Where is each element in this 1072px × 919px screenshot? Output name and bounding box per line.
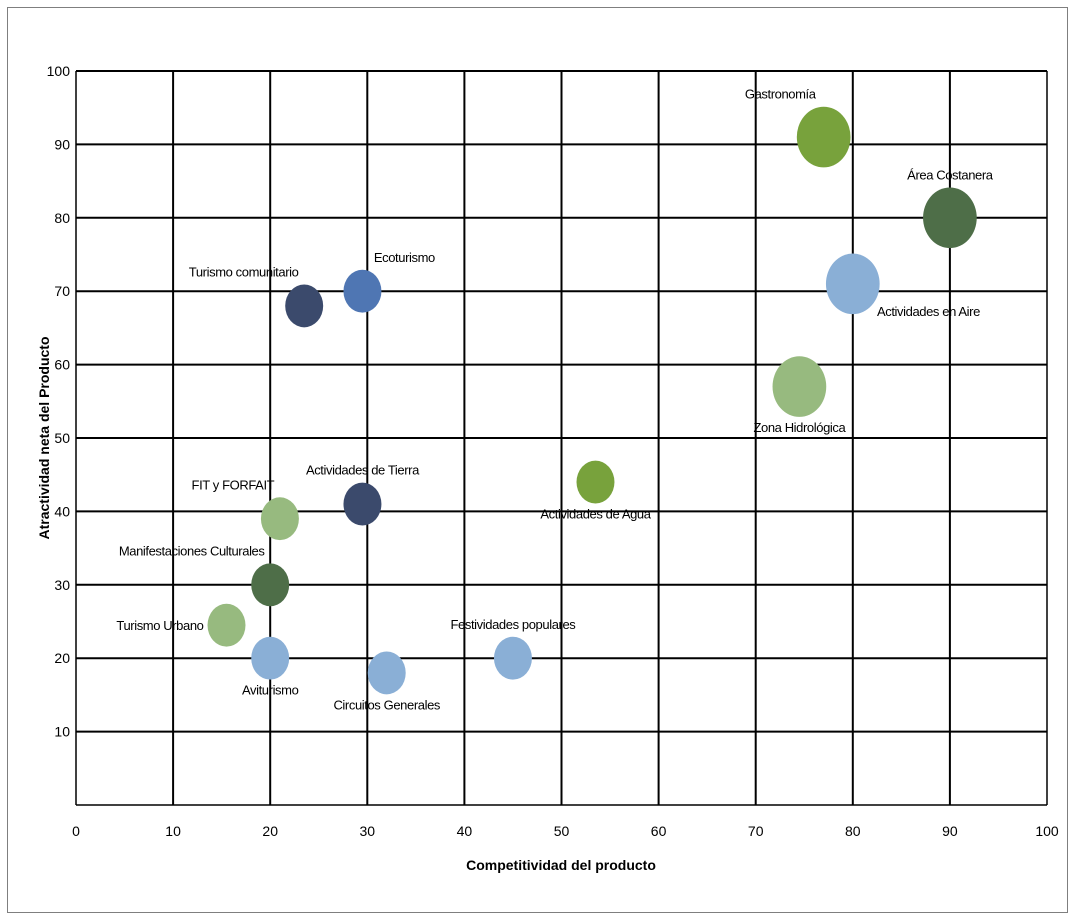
bubble-label: Ecoturismo bbox=[374, 250, 435, 265]
y-tick-label: 20 bbox=[54, 650, 70, 666]
x-tick-label: 10 bbox=[165, 823, 181, 839]
bubble-label: Festividades populares bbox=[451, 617, 577, 632]
bubble-label: Turismo comunitario bbox=[189, 264, 299, 279]
bubble-label: Aviturismo bbox=[242, 683, 299, 698]
bubble bbox=[260, 497, 299, 541]
bubble-label: Área Costanera bbox=[907, 167, 994, 182]
bubble-label: FIT y FORFAIT bbox=[192, 477, 275, 492]
x-tick-label: 60 bbox=[651, 823, 667, 839]
y-tick-label: 60 bbox=[54, 357, 70, 373]
y-axis-title: Atractividad neta del Producto bbox=[36, 336, 52, 539]
y-tick-labels: 10 20 30 40 50 60 70 80 90 100 bbox=[47, 63, 71, 740]
x-tick-label: 90 bbox=[942, 823, 958, 839]
x-tick-label: 100 bbox=[1035, 823, 1059, 839]
y-tick-label: 100 bbox=[47, 63, 71, 79]
y-tick-label: 30 bbox=[54, 577, 70, 593]
x-tick-label: 80 bbox=[845, 823, 861, 839]
x-tick-label: 50 bbox=[554, 823, 570, 839]
y-tick-label: 40 bbox=[54, 503, 70, 519]
x-axis-title: Competitividad del producto bbox=[466, 857, 656, 873]
bubble-label: Manifestaciones Culturales bbox=[119, 543, 266, 558]
bubble bbox=[796, 106, 851, 168]
bubble-label: Zona Hidrológica bbox=[753, 420, 846, 435]
bubble-label: Circuitos Generales bbox=[333, 697, 440, 712]
bubble-label: Actividades de Agua bbox=[540, 506, 651, 521]
bubble bbox=[251, 636, 290, 680]
bubble bbox=[825, 253, 880, 315]
x-tick-label: 0 bbox=[72, 823, 80, 839]
bubble bbox=[923, 187, 977, 249]
bubble-label: Turismo Urbano bbox=[116, 618, 203, 633]
x-tick-label: 70 bbox=[748, 823, 764, 839]
bubble bbox=[343, 269, 382, 313]
y-tick-label: 50 bbox=[54, 430, 70, 446]
bubbles bbox=[207, 106, 977, 695]
bubble bbox=[367, 651, 406, 695]
bubble-label: Actividades en Aire bbox=[877, 304, 980, 319]
x-tick-label: 20 bbox=[262, 823, 278, 839]
bubble bbox=[493, 636, 532, 680]
bubble bbox=[772, 356, 827, 417]
grid bbox=[75, 70, 1048, 806]
bubble-label: Actividades de Tierra bbox=[306, 463, 420, 478]
bubble bbox=[251, 563, 290, 607]
x-tick-labels: 0 10 20 30 40 50 60 70 80 90 100 bbox=[72, 823, 1059, 839]
bubble bbox=[343, 482, 382, 526]
bubble bbox=[285, 284, 324, 328]
y-tick-label: 80 bbox=[54, 210, 70, 226]
bubble-labels: Gastronomía Área Costanera Actividades en … bbox=[116, 87, 994, 713]
bubble bbox=[207, 603, 246, 647]
chart-frame bbox=[7, 7, 1068, 913]
y-tick-label: 70 bbox=[54, 283, 70, 299]
bubble-label: Gastronomía bbox=[745, 87, 817, 102]
y-tick-label: 90 bbox=[54, 136, 70, 152]
y-tick-label: 10 bbox=[54, 724, 70, 740]
x-tick-label: 30 bbox=[360, 823, 376, 839]
x-tick-label: 40 bbox=[457, 823, 473, 839]
bubble bbox=[576, 460, 615, 504]
